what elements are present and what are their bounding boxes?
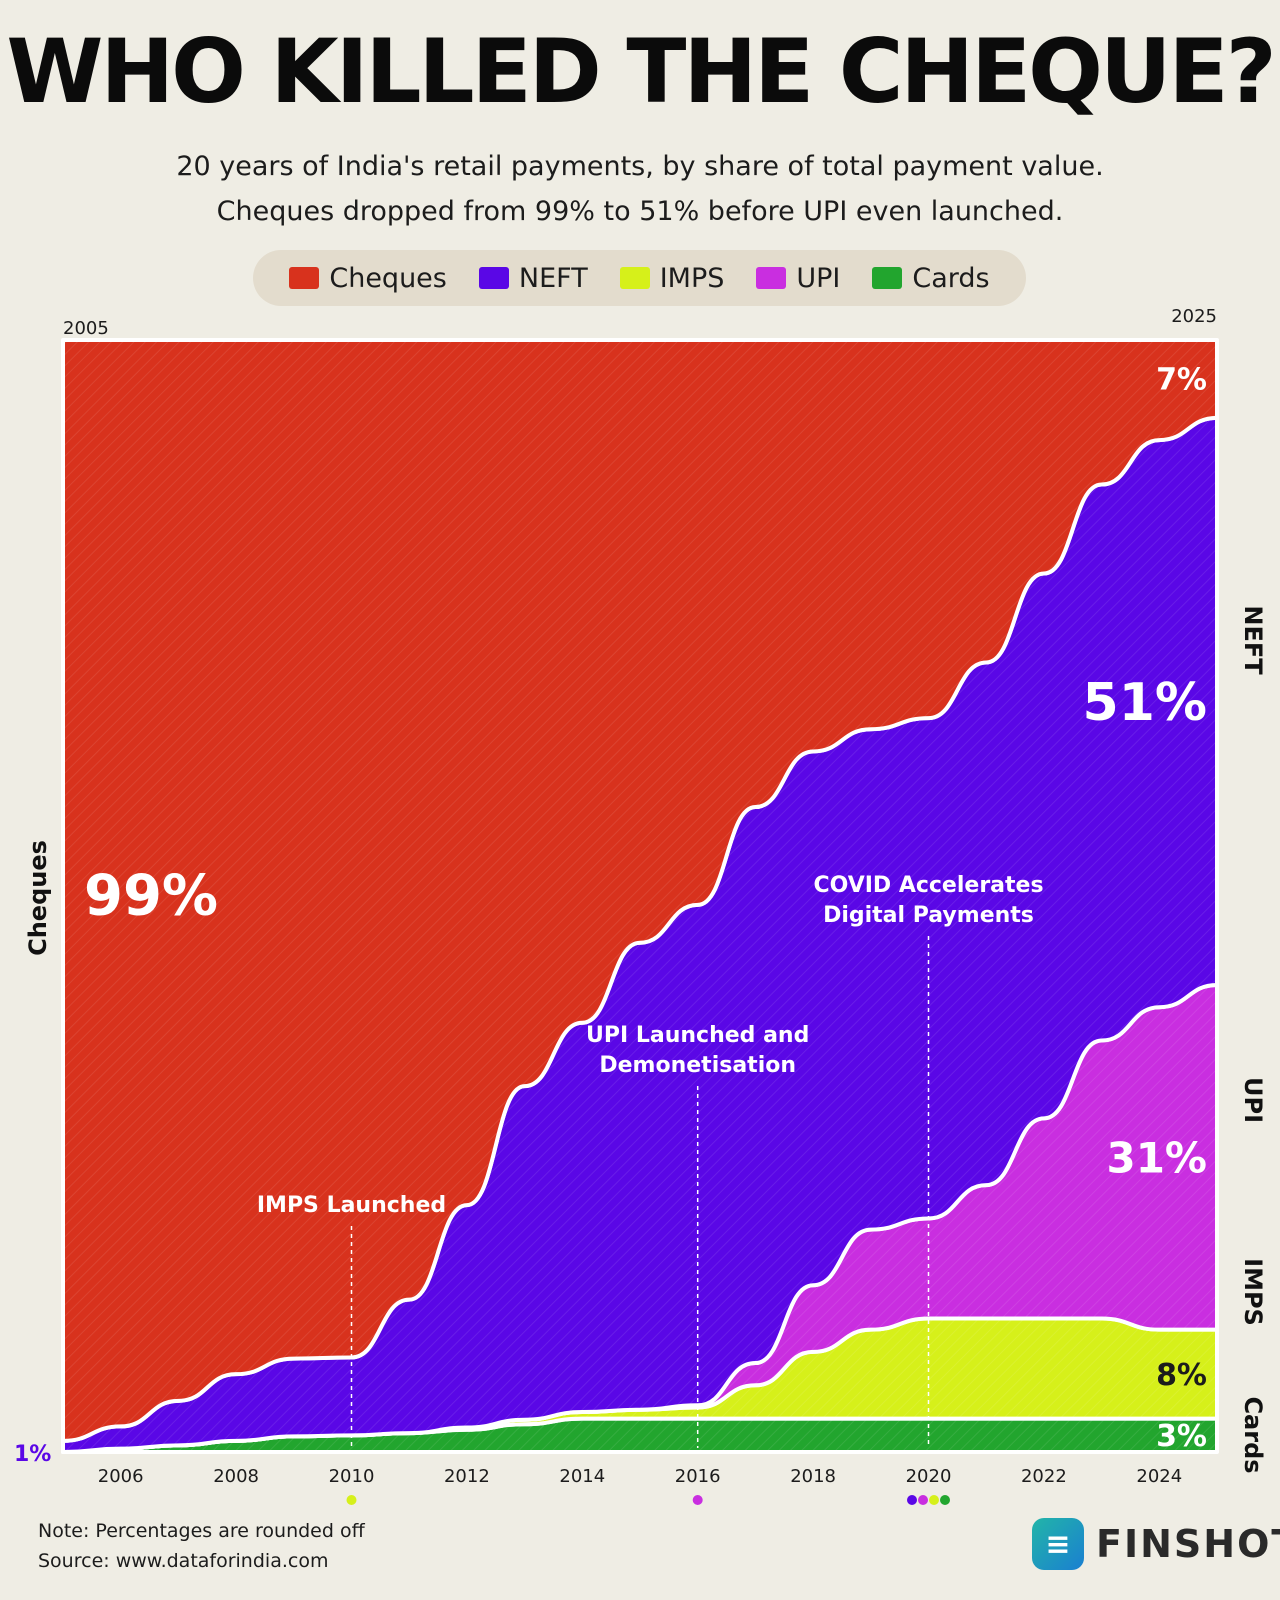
x-end-label: 2025	[1171, 306, 1217, 327]
area-hatch-upi	[63, 984, 1217, 1452]
x-tick-2020: 2020	[906, 1466, 952, 1487]
legend-item-upi: UPI	[756, 263, 840, 294]
legend-item-neft: NEFT	[478, 262, 588, 294]
legend-swatch-imps	[619, 267, 650, 289]
series-areas	[61, 338, 1219, 1455]
annotation-text-2016-0: UPI Launched and	[586, 1023, 809, 1048]
chart-legend: Cheques NEFT IMPS UPI Cards	[253, 250, 1026, 306]
annotation-dot-2020-2	[929, 1495, 939, 1505]
right-label-cards: Cards	[1239, 1396, 1267, 1473]
finshots-logo-icon: ≡	[1032, 1518, 1084, 1570]
annotations: IMPS Launched UPI Launched and Demonetisat…	[257, 873, 1044, 1505]
x-tick-2010: 2010	[329, 1466, 375, 1487]
end-value-imps: 8%	[1156, 1358, 1207, 1393]
legend-item-cheques: Cheques	[289, 263, 447, 294]
x-tick-2024: 2024	[1136, 1466, 1182, 1487]
subtitle-line-2: Cheques dropped from 99% to 51% before U…	[216, 196, 1064, 227]
annotation-dot-2020-0	[907, 1495, 917, 1505]
right-label-upi: UPI	[1239, 1077, 1267, 1123]
page-title: WHO KILLED THE CHEQUE?	[6, 20, 1276, 123]
x-tick-2014: 2014	[559, 1466, 605, 1487]
brand-name: FINSHOTS	[1096, 1522, 1280, 1566]
right-label-imps: IMPS	[1239, 1258, 1267, 1326]
x-tick-2016: 2016	[675, 1466, 721, 1487]
right-label-neft: NEFT	[1239, 605, 1267, 675]
legend-label-cards: Cards	[912, 262, 990, 294]
start-value-neft: 1%	[14, 1442, 51, 1467]
subtitle-line-1: 20 years of India's retail payments, by …	[176, 151, 1104, 182]
note-text: Note: Percentages are rounded off	[38, 1520, 365, 1542]
chart-labels: 2006 2008 2010 2012 2014 2016 2018 2020 2022 2024…	[14, 306, 1267, 1487]
legend-item-cards: Cards	[872, 262, 990, 294]
x-tick-2008: 2008	[213, 1466, 259, 1487]
annotation-text-2020-1: Digital Payments	[823, 903, 1034, 928]
subtitle: 20 years of India's retail payments, by …	[0, 144, 1280, 234]
end-value-upi: 31%	[1106, 1133, 1207, 1182]
x-start-label: 2005	[63, 318, 109, 339]
x-tick-2022: 2022	[1021, 1466, 1067, 1487]
end-value-cheques: 7%	[1156, 363, 1207, 398]
area-hatch-cheques	[63, 340, 1217, 1441]
legend-label-cheques: Cheques	[329, 262, 447, 294]
start-value-cheques: 99%	[84, 863, 218, 928]
legend-swatch-upi	[756, 267, 787, 289]
legend-label-upi: UPI	[796, 262, 841, 294]
x-tick-2012: 2012	[444, 1466, 490, 1487]
legend-label-imps: IMPS	[659, 262, 725, 294]
legend-swatch-neft	[478, 267, 509, 289]
annotation-dot-2016-0	[692, 1495, 703, 1505]
annotation-dot-2020-3	[940, 1495, 950, 1505]
legend-swatch-cards	[872, 267, 903, 289]
x-tick-2006: 2006	[98, 1466, 144, 1487]
annotation-text-2016-1: Demonetisation	[599, 1053, 796, 1078]
footer-note: Note: Percentages are rounded off Source…	[38, 1516, 365, 1576]
annotation-dot-2020-1	[918, 1495, 928, 1505]
annotation-dot-2010-0	[346, 1495, 357, 1505]
end-value-neft: 51%	[1083, 673, 1207, 733]
legend-label-neft: NEFT	[518, 262, 588, 294]
legend-swatch-cheques	[289, 267, 320, 289]
legend-item-imps: IMPS	[619, 262, 725, 294]
annotation-text-2020-0: COVID Accelerates	[813, 873, 1043, 898]
annotation-text-2010-0: IMPS Launched	[257, 1193, 446, 1218]
end-value-cards: 3%	[1156, 1419, 1207, 1454]
brand-logo: ≡ FINSHOTS	[1032, 1518, 1280, 1570]
left-axis-label: Cheques	[24, 840, 52, 956]
x-tick-2018: 2018	[790, 1466, 836, 1487]
source-text: Source: www.dataforindia.com	[38, 1550, 329, 1572]
